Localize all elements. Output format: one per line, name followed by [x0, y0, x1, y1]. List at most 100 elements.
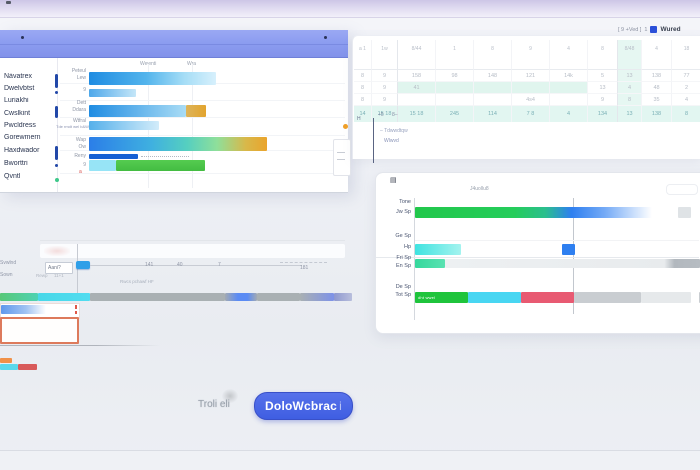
- bar-sublabel: Ow: [78, 144, 87, 150]
- bar-row: [89, 89, 136, 97]
- bar-row: [89, 72, 216, 85]
- pink-highlight: [44, 246, 70, 256]
- calendar-cell[interactable]: [436, 82, 474, 94]
- calendar-cell[interactable]: 14: [354, 106, 372, 122]
- calendar-cell[interactable]: 134: [588, 106, 618, 122]
- calendar-cell[interactable]: 8: [618, 94, 642, 106]
- calendar-cell[interactable]: 41: [398, 82, 436, 94]
- panel-grid-icon[interactable]: ▤: [390, 177, 397, 184]
- calendar-cell[interactable]: 4: [642, 40, 672, 70]
- mini-legend-box: [333, 139, 351, 176]
- calendar-cell[interactable]: 13: [618, 70, 642, 82]
- calendar-cell[interactable]: 4: [550, 106, 588, 122]
- calendar-cell[interactable]: 9: [372, 94, 398, 106]
- calendar-cell[interactable]: 98: [436, 70, 474, 82]
- chart-axis-label-b: Wra: [187, 61, 196, 67]
- slider-row-label: Svwlnd: [0, 260, 17, 266]
- calendar-cell[interactable]: 9: [588, 94, 618, 106]
- calendar-cell[interactable]: 2: [672, 82, 700, 94]
- sidebar-item-9[interactable]: Qvntl: [4, 173, 21, 180]
- calendar-cell[interactable]: 4: [550, 40, 588, 70]
- bar-label: 9: [83, 162, 86, 168]
- calendar-cell[interactable]: 9: [372, 70, 398, 82]
- legend-name[interactable]: Wured: [660, 26, 681, 33]
- calendar-plus-mark[interactable]: +5: [378, 112, 384, 118]
- calendar-cell[interactable]: [398, 94, 436, 106]
- calendar-cell[interactable]: 13: [618, 106, 642, 122]
- calendar-cell[interactable]: 8/44: [398, 40, 436, 70]
- calendar-cell[interactable]: 9: [372, 82, 398, 94]
- slider-row-label: Sown: [0, 272, 13, 278]
- calendar-cell[interactable]: 8/48: [618, 40, 642, 70]
- bar-segment: [89, 154, 138, 159]
- calendar-cell[interactable]: 4s4: [512, 94, 550, 106]
- calendar-cell[interactable]: 114: [474, 106, 512, 122]
- panel-row-label: En Sp: [396, 263, 411, 269]
- calendar-cell[interactable]: 14k: [550, 70, 588, 82]
- calendar-cell[interactable]: 4: [672, 94, 700, 106]
- calendar-cell[interactable]: 8: [588, 40, 618, 70]
- legend-swatch-icon[interactable]: [650, 26, 658, 33]
- sidebar-item-7[interactable]: Haxdwador: [4, 147, 40, 154]
- calendar-cell[interactable]: 8: [354, 70, 372, 82]
- titlebar-right-dot-icon[interactable]: [324, 36, 327, 39]
- calendar-cell[interactable]: 245: [436, 106, 474, 122]
- primary-action-button[interactable]: DoloWcbrac i: [254, 392, 353, 420]
- calendar-cell[interactable]: 9: [512, 40, 550, 70]
- calendar-cell[interactable]: 8: [354, 94, 372, 106]
- task-bar-fill: [1, 305, 46, 314]
- range-input[interactable]: Aani?: [45, 262, 73, 274]
- group-dot-icon: [55, 164, 58, 167]
- chart-row-separator: [60, 173, 345, 174]
- titlebar-left-dot-icon[interactable]: [21, 36, 24, 39]
- panel-corner-pill[interactable]: [666, 184, 698, 195]
- calendar-cell[interactable]: 35: [642, 94, 672, 106]
- calendar-cell[interactable]: 18: [672, 40, 700, 70]
- slider-track[interactable]: [90, 265, 302, 266]
- slider-handle[interactable]: [76, 261, 90, 269]
- calendar-cell[interactable]: 138: [642, 106, 672, 122]
- calendar-cell[interactable]: [474, 94, 512, 106]
- calendar-cell[interactable]: 15 18: [398, 106, 436, 122]
- calendar-cell[interactable]: 48: [642, 82, 672, 94]
- sidebar-item-5[interactable]: Pwcldress: [4, 122, 36, 129]
- calendar-cell[interactable]: 8: [672, 106, 700, 122]
- calendar-minus-mark[interactable]: 8–: [392, 112, 398, 118]
- calendar-cell[interactable]: 1: [436, 40, 474, 70]
- sidebar-item-2[interactable]: Dwelvbtst: [4, 85, 35, 92]
- calendar-cell[interactable]: [550, 82, 588, 94]
- sidebar-item-3[interactable]: Luriakhi: [4, 97, 29, 104]
- panel-bar-row: [415, 207, 691, 218]
- calendar-cell[interactable]: 158: [398, 70, 436, 82]
- calendar-cell[interactable]: [550, 94, 588, 106]
- calendar-cell[interactable]: 121: [512, 70, 550, 82]
- calendar-legend[interactable]: [ 9 +Ved ] 1 Wured: [618, 26, 681, 33]
- sidebar-item-4[interactable]: Cwslkint: [4, 110, 31, 117]
- calendar-cell[interactable]: 77: [672, 70, 700, 82]
- upper-background: [0, 18, 700, 30]
- sidebar-item-6[interactable]: Gorewmern: [4, 134, 41, 141]
- calendar-cell[interactable]: [436, 94, 474, 106]
- calendar-cell[interactable]: [474, 82, 512, 94]
- sidebar-item-8[interactable]: Bworttri: [4, 160, 28, 167]
- calendar-cell[interactable]: 15 18: [372, 106, 398, 122]
- calendar-cell[interactable]: 1w: [372, 40, 398, 70]
- calendar-cell[interactable]: 138: [642, 70, 672, 82]
- bar-segment-teal: [415, 259, 445, 268]
- bar-segment-blue: [562, 244, 575, 255]
- calendar-cell[interactable]: 13: [588, 82, 618, 94]
- calendar-cell[interactable]: 148: [474, 70, 512, 82]
- calendar-cell[interactable]: 4: [618, 82, 642, 94]
- calendar-cell[interactable]: 8: [354, 82, 372, 94]
- legend-count: 1: [644, 26, 648, 33]
- calendar-cell[interactable]: [512, 82, 550, 94]
- selection-outline-box[interactable]: [0, 317, 79, 344]
- calendar-cell[interactable]: a 1: [354, 40, 372, 70]
- calendar-cell[interactable]: 7 8: [512, 106, 550, 122]
- sidebar-item-1[interactable]: Nàvatrex: [4, 73, 33, 80]
- slider-tick-label: 40: [177, 262, 183, 268]
- mini-legend-dash: [337, 159, 345, 160]
- calendar-cell[interactable]: 5: [588, 70, 618, 82]
- calendar-cell[interactable]: 8: [474, 40, 512, 70]
